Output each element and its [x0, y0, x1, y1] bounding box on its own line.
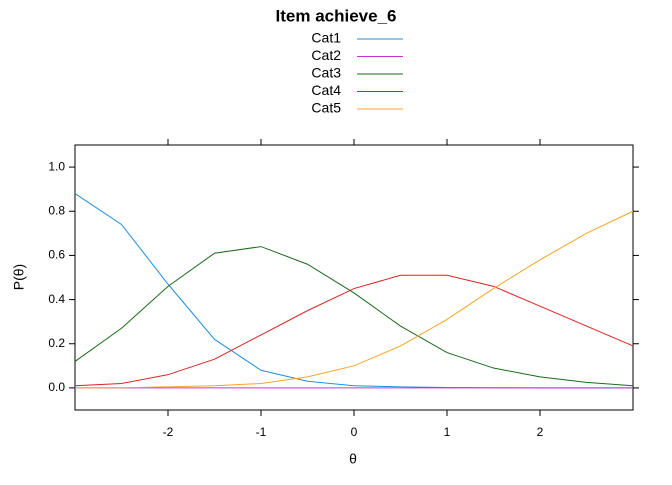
legend-label: Cat3 — [311, 65, 341, 81]
chart-title: Item achieve_6 — [276, 6, 397, 25]
series-line — [74, 210, 634, 389]
x-tick-label: 2 — [537, 425, 544, 439]
y-tick-label: 0.6 — [48, 248, 65, 262]
x-tick-label: -1 — [256, 425, 267, 439]
panel-frame — [74, 144, 634, 411]
x-tick-label: 0 — [351, 425, 358, 439]
series-line — [74, 246, 634, 387]
y-tick-label: 0.4 — [48, 292, 65, 306]
y-tick-label: 0.8 — [48, 203, 65, 217]
series-line — [74, 274, 634, 387]
y-axis-label: P(θ) — [11, 264, 27, 290]
legend-label: Cat1 — [311, 30, 341, 46]
y-tick-label: 0.2 — [48, 336, 65, 350]
x-tick-label: 1 — [444, 425, 451, 439]
x-tick-label: -2 — [163, 425, 174, 439]
legend-label: Cat5 — [311, 100, 341, 116]
y-tick-label: 1.0 — [48, 159, 65, 173]
legend-label: Cat2 — [311, 47, 341, 63]
legend-label: Cat4 — [311, 82, 341, 98]
x-axis-label: θ — [349, 451, 357, 467]
y-tick-label: 0.0 — [48, 380, 65, 394]
series-line — [74, 193, 633, 389]
